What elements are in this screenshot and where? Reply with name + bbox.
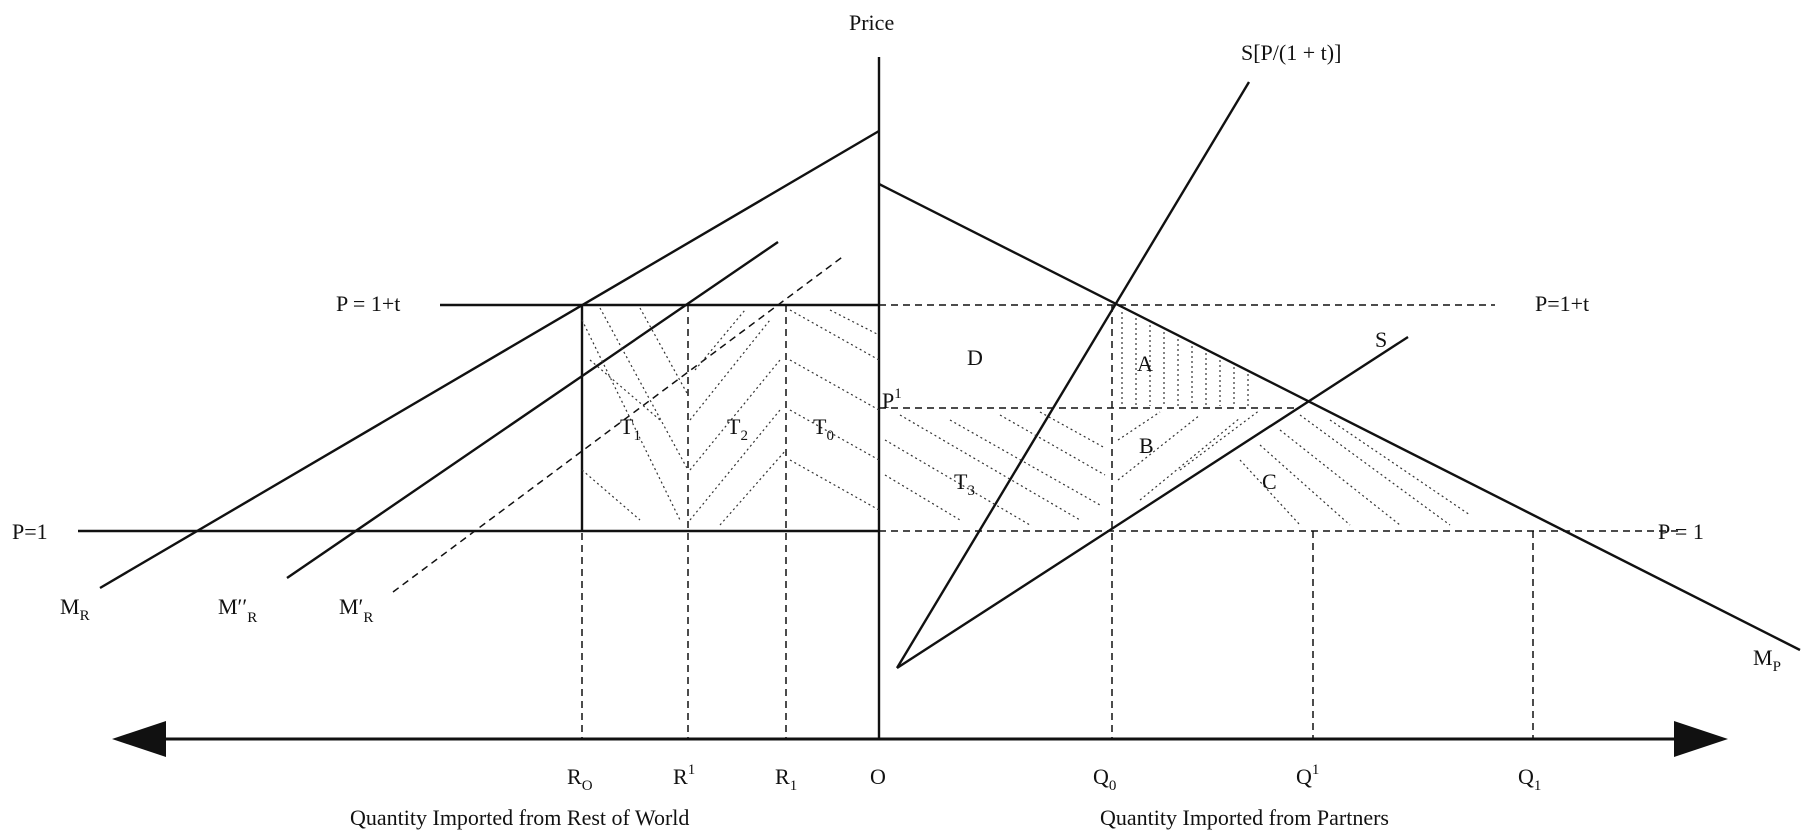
hatch-t2	[689, 309, 787, 526]
t0-label: T0	[813, 414, 834, 444]
s-curve	[896, 335, 1409, 670]
mp-curve	[878, 182, 1801, 652]
hatch-t3	[884, 411, 1106, 526]
region-b-label: B	[1139, 433, 1154, 458]
x-axis-right-title: Quantity Imported from Partners	[1100, 805, 1389, 830]
mr-prime-label: M′R	[339, 594, 373, 626]
tick-origin: O	[870, 764, 886, 789]
x-axis-left-title: Quantity Imported from Rest of World	[350, 805, 689, 830]
mr-double-prime-curve	[286, 241, 779, 579]
tick-q0: Q0	[1093, 764, 1116, 794]
mr-curve	[99, 129, 880, 590]
price-axis-label: Price	[849, 10, 894, 35]
mr-label: MR	[60, 594, 90, 624]
tick-ro: RO	[567, 764, 593, 794]
tick-q-sup: Q1	[1296, 762, 1319, 789]
tick-r1: R1	[775, 764, 797, 794]
s-shifted-label: S[P/(1 + t)]	[1241, 40, 1341, 65]
hatch-t1	[581, 307, 689, 521]
tick-r-sup: R1	[673, 762, 695, 789]
hatch-a	[1121, 312, 1249, 406]
hatch-c	[1239, 414, 1471, 526]
mr-double-prime-label: M′′R	[218, 594, 257, 626]
region-a-label: A	[1137, 351, 1153, 376]
price-1-plus-t-left-label: P = 1+t	[336, 291, 400, 316]
region-c-label: C	[1262, 469, 1277, 494]
mr-prime-curve	[392, 254, 846, 593]
t3-label: T3	[954, 469, 975, 499]
mp-label: MP	[1753, 645, 1781, 675]
t2-label: T2	[727, 414, 748, 444]
t1-label: T1	[620, 414, 641, 444]
tick-q1: Q1	[1518, 764, 1541, 794]
hatch-t0	[789, 309, 880, 511]
hatch-b	[1117, 409, 1261, 501]
region-d-label: D	[967, 345, 983, 370]
p-superscript-label: P1	[882, 386, 902, 413]
price-1-plus-t-right-label: P=1+t	[1535, 291, 1589, 316]
s-label: S	[1375, 327, 1387, 352]
s-shifted-curve	[895, 81, 1251, 669]
price-1-left-label: P=1	[12, 519, 48, 544]
price-1-right-label: P = 1	[1658, 519, 1704, 544]
